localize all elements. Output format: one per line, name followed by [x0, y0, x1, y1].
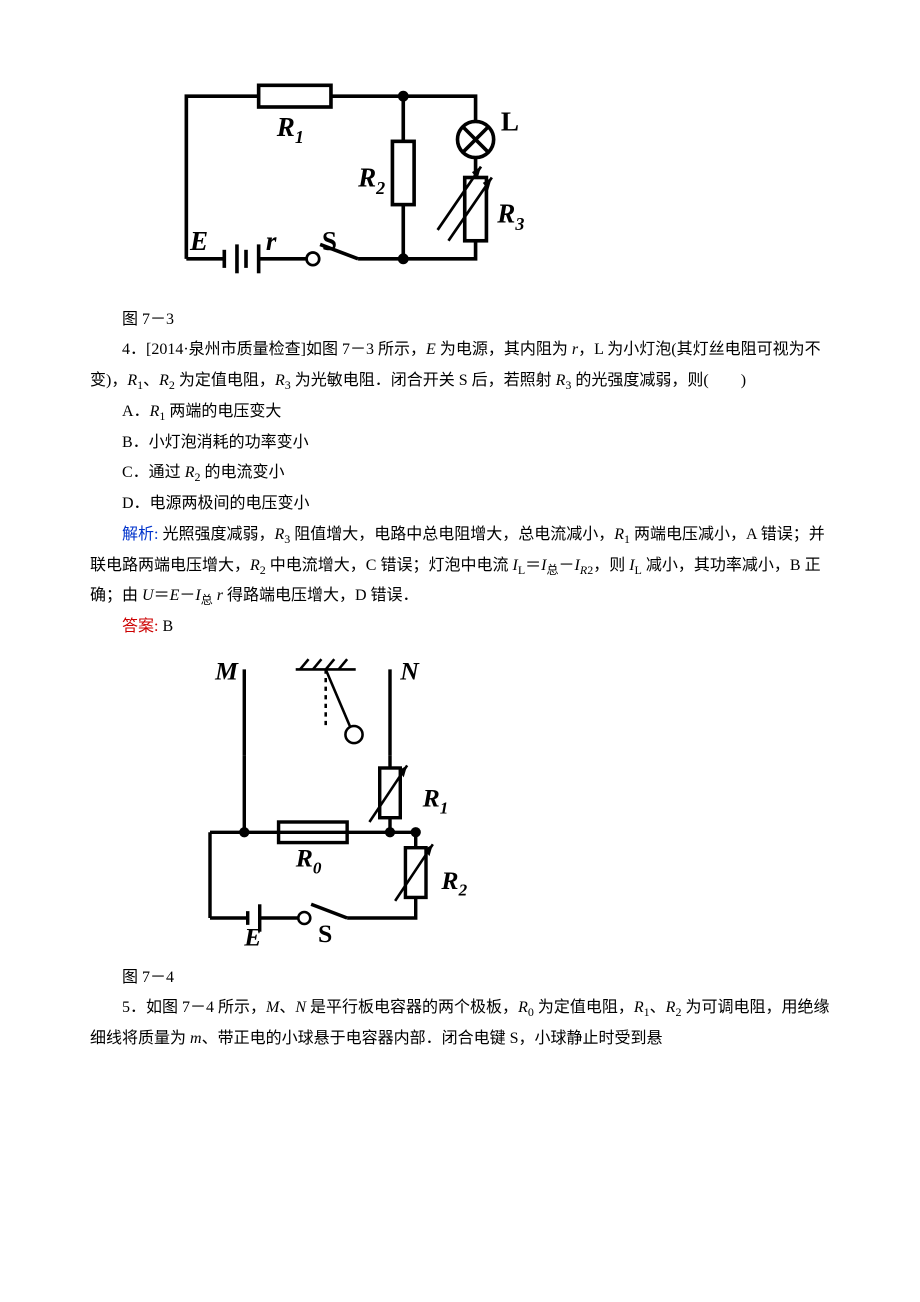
- svg-text:E: E: [243, 922, 261, 951]
- svg-text:R2: R2: [357, 163, 385, 198]
- circuit-diagram-1: R1 R2 R3 L E r S: [150, 60, 530, 295]
- circuit-diagram-2: M N R0 R1 R2 E S: [150, 643, 510, 953]
- svg-text:E: E: [189, 226, 208, 256]
- svg-text:L: L: [501, 107, 519, 137]
- q4-answer: 答案: B: [90, 612, 830, 642]
- svg-text:M: M: [214, 657, 239, 686]
- q4-option-a: A．R1 两端的电压变大: [90, 397, 830, 428]
- svg-text:R1: R1: [422, 783, 449, 817]
- svg-text:R1: R1: [276, 112, 304, 147]
- q5-stem: 5．如图 7－4 所示，M、N 是平行板电容器的两个极板，R0 为定值电阻，R1…: [90, 993, 830, 1054]
- svg-text:R0: R0: [295, 843, 322, 877]
- figure-7-3: R1 R2 R3 L E r S: [150, 60, 830, 295]
- svg-text:S: S: [322, 226, 337, 256]
- q4-option-b: B．小灯泡消耗的功率变小: [90, 428, 830, 458]
- q4-option-c: C．通过 R2 的电流变小: [90, 458, 830, 489]
- svg-text:N: N: [399, 657, 420, 686]
- analysis-label: 解析:: [122, 526, 158, 543]
- figure-7-4: M N R0 R1 R2 E S: [150, 643, 830, 953]
- figure-7-4-caption: 图 7－4: [90, 963, 830, 993]
- q4-stem: 4．[2014·泉州市质量检查]如图 7－3 所示，E 为电源，其内阻为 r，L…: [90, 335, 830, 396]
- svg-text:S: S: [318, 919, 332, 948]
- svg-text:R3: R3: [496, 199, 524, 234]
- svg-text:R2: R2: [440, 866, 467, 900]
- answer-label: 答案:: [122, 618, 158, 635]
- figure-7-3-caption: 图 7－3: [90, 305, 830, 335]
- q4-option-d: D．电源两极间的电压变小: [90, 489, 830, 519]
- q4-analysis: 解析: 光照强度减弱，R3 阻值增大，电路中总电阻增大，总电流减小，R1 两端电…: [90, 520, 830, 613]
- svg-text:r: r: [266, 226, 277, 256]
